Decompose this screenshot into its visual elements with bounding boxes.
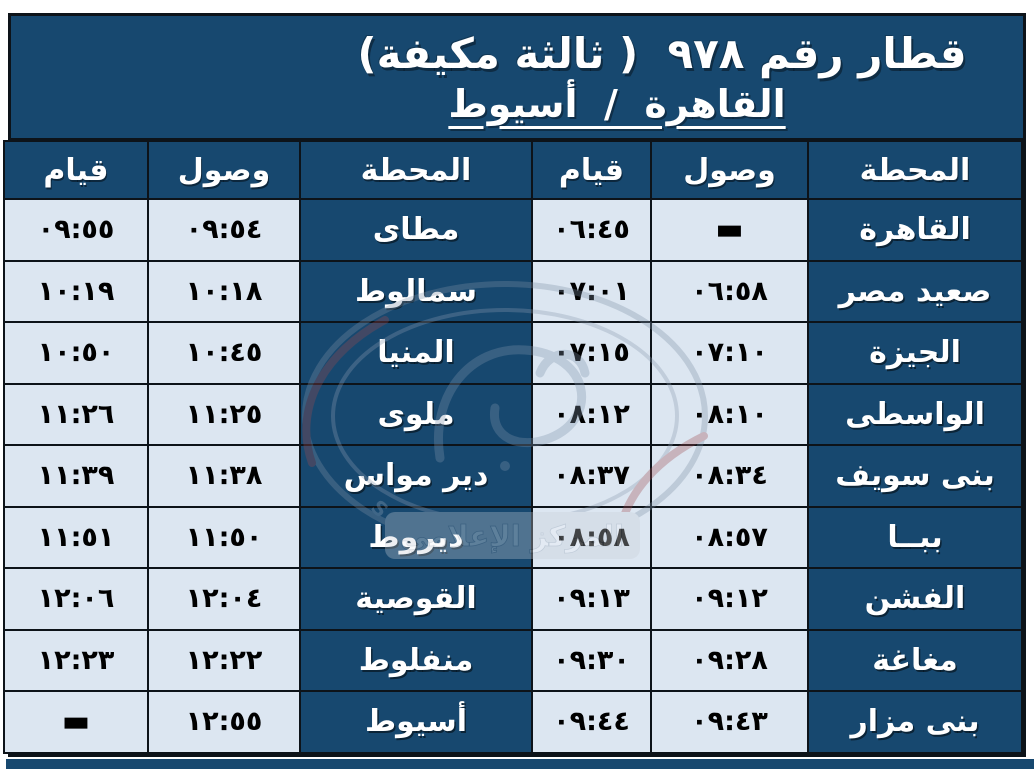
station-cell: منفلوط bbox=[299, 628, 533, 692]
arrival-time-cell: ١٢:٠٤ bbox=[147, 567, 301, 631]
arrival-time-cell: ٠٩:٤٣ bbox=[650, 690, 809, 754]
departure-time-cell: ٠٨:٥٨ bbox=[531, 505, 652, 569]
arrival-time-cell: ١٠:١٨ bbox=[147, 259, 301, 323]
table-row: الواسطى ٠٨:١٠ ٠٨:١٢ ملوى ١١:٢٥ ١١:٢٦ bbox=[3, 382, 1023, 446]
next-table-edge bbox=[6, 759, 1034, 769]
table-row: الجيزة ٠٧:١٠ ٠٧:١٥ المنيا ١٠:٤٥ ١٠:٥٠ bbox=[3, 321, 1023, 385]
departure-time-cell: ١١:٣٩ bbox=[3, 444, 149, 508]
station-cell: مطاى bbox=[299, 198, 533, 262]
column-header-arrival-leg2: وصول bbox=[147, 140, 301, 200]
departure-time-cell: ▬ bbox=[3, 690, 149, 754]
route-title: القاهرة / أسيوط bbox=[448, 81, 786, 126]
arrival-time-cell: ▬ bbox=[650, 198, 809, 262]
departure-time-cell: ٠٩:٤٤ bbox=[531, 690, 652, 754]
timetable: المحطة وصول قيام المحطة وصول قيام القاهرة ▬ ٠٦:… bbox=[3, 140, 1023, 754]
arrival-time-cell: ١١:٣٨ bbox=[147, 444, 301, 508]
station-cell: المنيا bbox=[299, 321, 533, 385]
station-cell: دير مواس bbox=[299, 444, 533, 508]
arrival-time-cell: ٠٩:١٢ bbox=[650, 567, 809, 631]
arrival-time-cell: ٠٨:١٠ bbox=[650, 382, 809, 446]
arrival-time-cell: ٠٧:١٠ bbox=[650, 321, 809, 385]
departure-time-cell: ٠٩:٣٠ bbox=[531, 628, 652, 692]
column-header-station-leg1: المحطة bbox=[807, 140, 1023, 200]
departure-time-cell: ٠٧:٠١ bbox=[531, 259, 652, 323]
table-row: صعيد مصر ٠٦:٥٨ ٠٧:٠١ سمالوط ١٠:١٨ ١٠:١٩ bbox=[3, 259, 1023, 323]
title-block: قطار رقم ٩٧٨ ( ثالثة مكيفة) القاهرة / أس… bbox=[11, 16, 1023, 140]
column-header-station-leg2: المحطة bbox=[299, 140, 533, 200]
train-number-title: قطار رقم ٩٧٨ ( ثالثة مكيفة) bbox=[357, 28, 967, 78]
arrival-time-cell: ٠٩:٥٤ bbox=[147, 198, 301, 262]
arrival-time-cell: ٠٨:٥٧ bbox=[650, 505, 809, 569]
arrival-time-cell: ٠٨:٣٤ bbox=[650, 444, 809, 508]
table-row: بنى سويف ٠٨:٣٤ ٠٨:٣٧ دير مواس ١١:٣٨ ١١:٣٩ bbox=[3, 444, 1023, 508]
departure-time-cell: ١١:٢٦ bbox=[3, 382, 149, 446]
arrival-time-cell: ٠٩:٢٨ bbox=[650, 628, 809, 692]
departure-time-cell: ١١:٥١ bbox=[3, 505, 149, 569]
station-cell: بنى سويف bbox=[807, 444, 1023, 508]
station-cell: سمالوط bbox=[299, 259, 533, 323]
departure-time-cell: ٠٦:٤٥ bbox=[531, 198, 652, 262]
station-cell: مغاغة bbox=[807, 628, 1023, 692]
station-cell: أسيوط bbox=[299, 690, 533, 754]
header-row: المحطة وصول قيام المحطة وصول قيام bbox=[3, 140, 1023, 200]
arrival-time-cell: ١٠:٤٥ bbox=[147, 321, 301, 385]
arrival-time-cell: ١١:٢٥ bbox=[147, 382, 301, 446]
station-cell: الواسطى bbox=[807, 382, 1023, 446]
departure-time-cell: ١٠:١٩ bbox=[3, 259, 149, 323]
departure-time-cell: ٠٩:٥٥ bbox=[3, 198, 149, 262]
station-cell: ملوى bbox=[299, 382, 533, 446]
station-cell: القاهرة bbox=[807, 198, 1023, 262]
departure-time-cell: ٠٩:١٣ bbox=[531, 567, 652, 631]
departure-time-cell: ٠٨:٣٧ bbox=[531, 444, 652, 508]
station-cell: الجيزة bbox=[807, 321, 1023, 385]
station-cell: ببــا bbox=[807, 505, 1023, 569]
arrival-time-cell: ١٢:٢٢ bbox=[147, 628, 301, 692]
arrival-time-cell: ١٢:٥٥ bbox=[147, 690, 301, 754]
column-header-departure-leg2: قيام bbox=[3, 140, 149, 200]
departure-time-cell: ٠٨:١٢ bbox=[531, 382, 652, 446]
departure-time-cell: ١٠:٥٠ bbox=[3, 321, 149, 385]
station-cell: القوصية bbox=[299, 567, 533, 631]
column-header-departure-leg1: قيام bbox=[531, 140, 652, 200]
arrival-time-cell: ٠٦:٥٨ bbox=[650, 259, 809, 323]
arrival-time-cell: ١١:٥٠ bbox=[147, 505, 301, 569]
station-cell: بنى مزار bbox=[807, 690, 1023, 754]
column-header-arrival-leg1: وصول bbox=[650, 140, 809, 200]
timetable-sheet: قطار رقم ٩٧٨ ( ثالثة مكيفة) القاهرة / أس… bbox=[3, 13, 1026, 757]
table-row: الفشن ٠٩:١٢ ٠٩:١٣ القوصية ١٢:٠٤ ١٢:٠٦ bbox=[3, 567, 1023, 631]
departure-time-cell: ١٢:٠٦ bbox=[3, 567, 149, 631]
station-cell: الفشن bbox=[807, 567, 1023, 631]
departure-time-cell: ١٢:٢٣ bbox=[3, 628, 149, 692]
table-row: مغاغة ٠٩:٢٨ ٠٩:٣٠ منفلوط ١٢:٢٢ ١٢:٢٣ bbox=[3, 628, 1023, 692]
table-row: ببــا ٠٨:٥٧ ٠٨:٥٨ ديروط ١١:٥٠ ١١:٥١ bbox=[3, 505, 1023, 569]
table-row: بنى مزار ٠٩:٤٣ ٠٩:٤٤ أسيوط ١٢:٥٥ ▬ bbox=[3, 690, 1023, 754]
station-cell: صعيد مصر bbox=[807, 259, 1023, 323]
table-row: القاهرة ▬ ٠٦:٤٥ مطاى ٠٩:٥٤ ٠٩:٥٥ bbox=[3, 198, 1023, 262]
departure-time-cell: ٠٧:١٥ bbox=[531, 321, 652, 385]
station-cell: ديروط bbox=[299, 505, 533, 569]
